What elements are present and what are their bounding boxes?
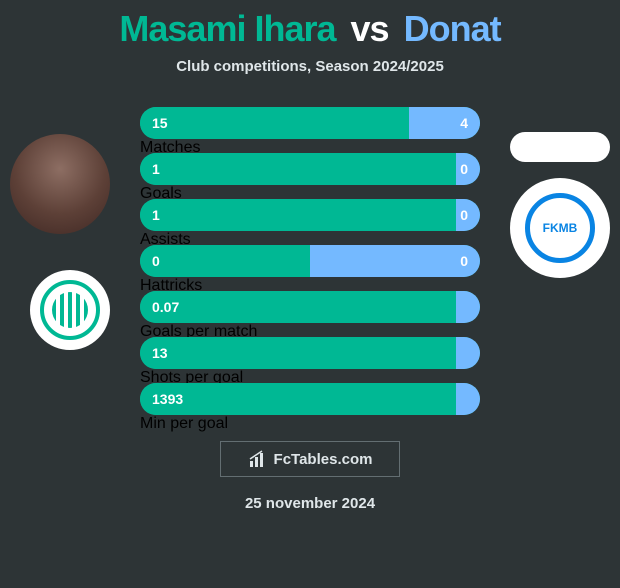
stat-row: 154Matches xyxy=(140,107,480,139)
stat-bar: 10 xyxy=(140,199,480,231)
fkmb-crest-icon: FKMB xyxy=(525,193,595,263)
stat-left-value: 0 xyxy=(140,245,310,277)
stat-row: 1393Min per goal xyxy=(140,383,480,415)
stat-row: 00Hattricks xyxy=(140,245,480,277)
stat-left-value: 1 xyxy=(140,153,456,185)
player2-club-badge: FKMB xyxy=(510,178,610,278)
chart-icon xyxy=(248,449,268,469)
stat-bar: 00 xyxy=(140,245,480,277)
vs-text: vs xyxy=(351,8,389,49)
stat-left-value: 13 xyxy=(140,337,456,369)
stat-right-value: 0 xyxy=(456,199,480,231)
stat-left-value: 15 xyxy=(140,107,409,139)
stat-label: Min per goal xyxy=(140,415,480,433)
stat-row: 10Assists xyxy=(140,199,480,231)
comparison-title: Masami Ihara vs Donat xyxy=(0,8,620,50)
stat-left-value: 1 xyxy=(140,199,456,231)
stat-bar: 10 xyxy=(140,153,480,185)
stat-row: 0.07Goals per match xyxy=(140,291,480,323)
betis-crest-icon xyxy=(40,280,100,340)
stat-row: 10Goals xyxy=(140,153,480,185)
stat-bar: 13 xyxy=(140,337,480,369)
player1-name: Masami Ihara xyxy=(119,8,335,49)
player1-club-badge xyxy=(30,270,110,350)
stat-right-value: 0 xyxy=(310,245,480,277)
stat-bar: 154 xyxy=(140,107,480,139)
stat-right-value: 0 xyxy=(456,153,480,185)
stat-bar: 0.07 xyxy=(140,291,480,323)
stat-row: 13Shots per goal xyxy=(140,337,480,369)
player1-avatar xyxy=(10,134,110,234)
player2-avatar xyxy=(510,132,610,162)
stat-right-value: 4 xyxy=(409,107,480,139)
stat-right-value xyxy=(456,337,480,369)
stat-left-value: 1393 xyxy=(140,383,456,415)
stat-left-value: 0.07 xyxy=(140,291,456,323)
player2-name: Donat xyxy=(404,8,501,49)
subtitle: Club competitions, Season 2024/2025 xyxy=(0,58,620,75)
stat-bar: 1393 xyxy=(140,383,480,415)
stat-right-value xyxy=(456,291,480,323)
branding-box: FcTables.com xyxy=(220,441,400,477)
branding-text: FcTables.com xyxy=(274,451,373,468)
footer-date: 25 november 2024 xyxy=(0,495,620,512)
stat-right-value xyxy=(456,383,480,415)
